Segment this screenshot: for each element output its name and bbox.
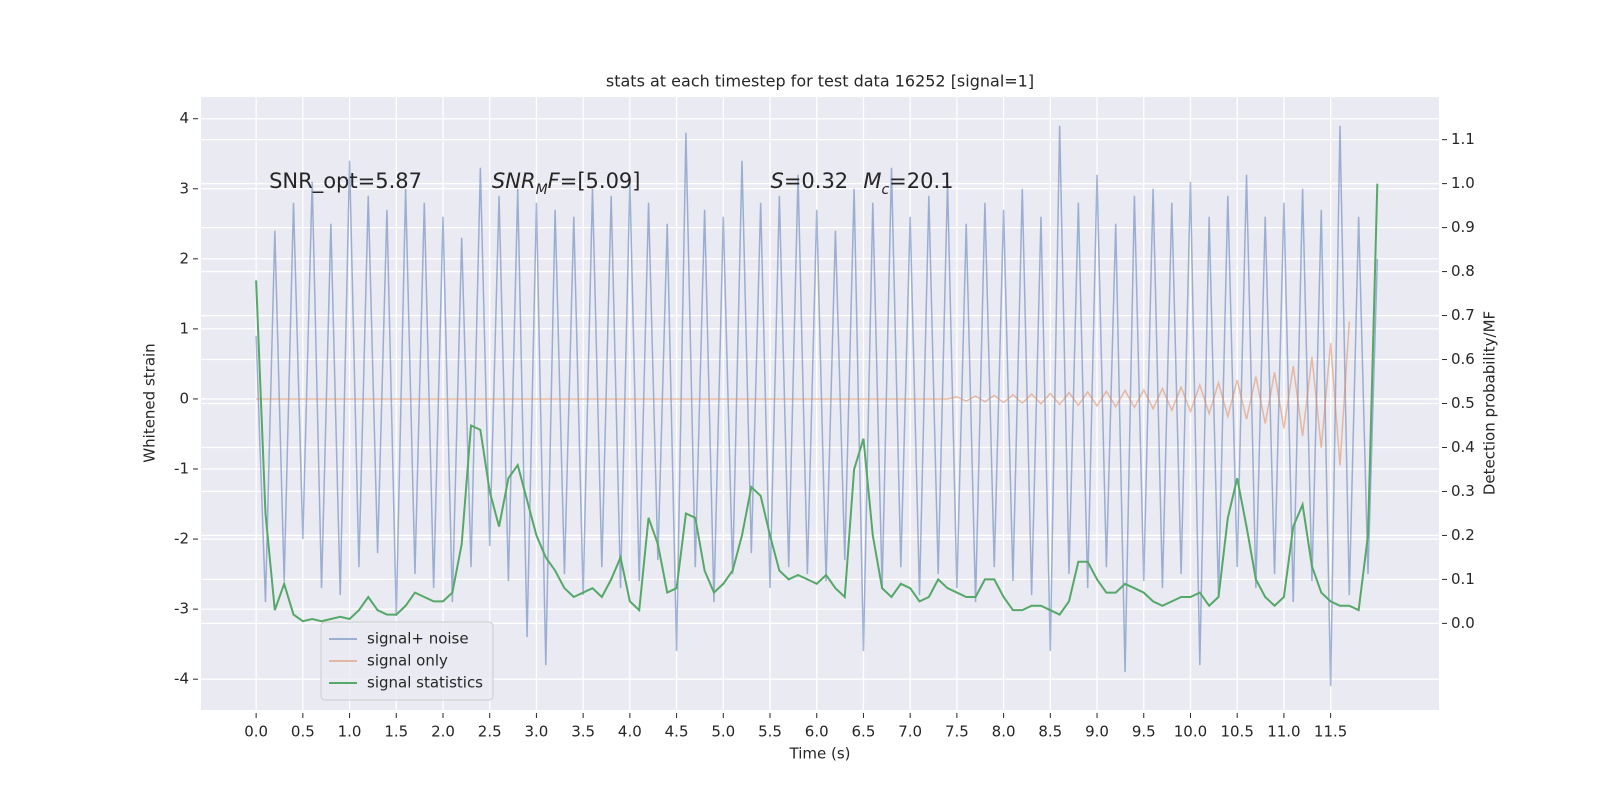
x-tick-label: 10.5 — [1220, 723, 1253, 741]
y2-tick-label: 1.0 — [1451, 174, 1475, 192]
annotation-part: M — [536, 182, 548, 198]
x-tick-label: 0.5 — [291, 723, 315, 741]
legend-box — [320, 621, 494, 701]
x-tick-label: 6.5 — [852, 723, 876, 741]
series-line — [255, 125, 1379, 687]
annotation-part: F — [548, 169, 561, 193]
x-tick-label: 7.5 — [945, 723, 969, 741]
series-line — [255, 183, 1379, 623]
x-tick-label: 10.0 — [1174, 723, 1207, 741]
annotation-part: S — [770, 169, 783, 193]
y-tick-label: -2 — [174, 530, 189, 548]
y-axis-label: Whitened strain — [141, 343, 159, 462]
annotation-part: SNR — [492, 169, 536, 193]
y-tick-label: -3 — [174, 600, 189, 618]
y2-tick-label: 0.3 — [1451, 482, 1475, 500]
annotation: Mc=20.1 — [863, 169, 953, 198]
annotation-part: =0.32 — [784, 169, 848, 193]
y2-tick-label: 0.0 — [1451, 614, 1475, 632]
annotation: SNRMF=[5.09] — [492, 169, 641, 198]
x-tick-label: 8.5 — [1038, 723, 1062, 741]
x-tick-label: 11.0 — [1267, 723, 1300, 741]
x-tick-label: 0.0 — [244, 723, 268, 741]
y-tick-label: 0 — [179, 389, 189, 407]
y2-tick-label: 0.1 — [1451, 570, 1475, 588]
x-tick-label: 4.5 — [665, 723, 689, 741]
x-tick-label: 2.5 — [478, 723, 502, 741]
x-axis-label: Time (s) — [789, 745, 851, 763]
x-tick-label: 3.5 — [571, 723, 595, 741]
y-tick-label: -1 — [174, 460, 189, 478]
y2-tick-label: 0.2 — [1451, 526, 1475, 544]
legend-label: signal statistics — [367, 674, 483, 692]
x-tick-label: 1.5 — [384, 723, 408, 741]
y2-tick-label: 0.6 — [1451, 350, 1475, 368]
y-tick-label: 3 — [179, 179, 189, 197]
y2-tick-label: 1.1 — [1451, 130, 1475, 148]
x-tick-label: 4.0 — [618, 723, 642, 741]
x-tick-label: 9.0 — [1085, 723, 1109, 741]
annotation: S=0.32 — [770, 169, 848, 193]
y2-tick-label: 0.8 — [1451, 262, 1475, 280]
annotation: SNR_opt=5.87 — [269, 169, 422, 194]
annotation-part: =[5.09] — [560, 169, 641, 193]
x-tick-label: 3.0 — [524, 723, 548, 741]
x-tick-label: 5.0 — [711, 723, 735, 741]
y-tick-label: -4 — [174, 670, 189, 688]
chart-title: stats at each timestep for test data 162… — [606, 72, 1034, 91]
y2-tick-label: 0.4 — [1451, 438, 1475, 456]
y-tick-label: 1 — [179, 319, 189, 337]
x-tick-label: 8.0 — [992, 723, 1016, 741]
x-tick-label: 7.0 — [898, 723, 922, 741]
x-tick-label: 5.5 — [758, 723, 782, 741]
annotation-part: SNR_opt=5.87 — [269, 169, 422, 194]
legend-label: signal+ noise — [367, 630, 469, 648]
annotation-part: =20.1 — [889, 169, 953, 193]
annotation-part: c — [881, 182, 889, 198]
annotation-part: M — [863, 169, 881, 193]
series-line — [256, 321, 1351, 466]
y-tick-label: 4 — [179, 109, 189, 127]
x-tick-label: 6.0 — [805, 723, 829, 741]
y2-tick-label: 0.5 — [1451, 394, 1475, 412]
x-tick-label: 1.0 — [338, 723, 362, 741]
x-tick-label: 9.5 — [1132, 723, 1156, 741]
y-tick-label: 2 — [179, 249, 189, 267]
x-tick-label: 11.5 — [1314, 723, 1347, 741]
y2-axis-label: Detection probability/MF — [1481, 311, 1499, 495]
legend-label: signal only — [367, 652, 448, 670]
y2-tick-label: 0.9 — [1451, 218, 1475, 236]
y2-tick-label: 0.7 — [1451, 306, 1475, 324]
x-tick-label: 2.0 — [431, 723, 455, 741]
